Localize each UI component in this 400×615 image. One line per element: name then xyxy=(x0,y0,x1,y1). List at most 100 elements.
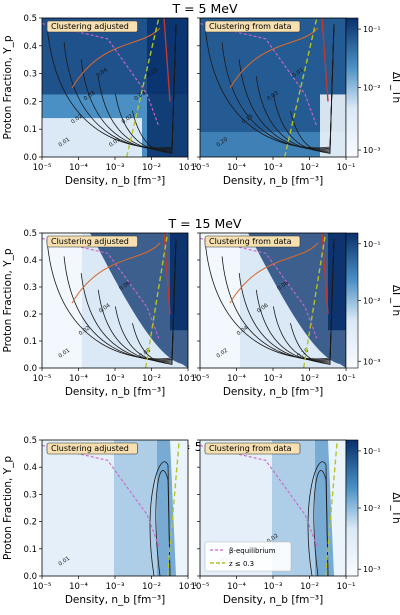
beta-equilibrium-line xyxy=(200,23,318,127)
z-cut-line xyxy=(302,233,327,368)
contour-label: 0.02 xyxy=(266,533,279,545)
colorbar-label: ΔΓ_Th xyxy=(390,72,400,103)
beta-equilibrium-line xyxy=(200,237,318,339)
contour-line xyxy=(132,23,177,155)
contour-line xyxy=(155,470,171,576)
contour-line xyxy=(221,238,335,361)
x-tick-label: 10⁻⁵ xyxy=(33,163,52,173)
x-tick-label: 10⁻⁵ xyxy=(191,374,210,384)
contour-label: 0.02 xyxy=(216,348,229,360)
y-tick-label: 0.5 xyxy=(23,436,37,446)
panel-1-1: 0.010.020.030.040.010.020.030.05Clusteri… xyxy=(2,14,197,187)
contour-line xyxy=(114,23,177,153)
y-tick-label: 0.1 xyxy=(23,337,37,347)
contour-line-max xyxy=(321,18,329,102)
contour-label: 0.01 xyxy=(58,137,71,149)
colorbar-tick-label: 10⁻² xyxy=(363,84,381,93)
colorbar-tick-label: 10⁻¹ xyxy=(363,25,381,34)
beta-equilibrium-line xyxy=(42,23,160,127)
x-tick-label: 10⁻³ xyxy=(264,582,283,592)
x-tick-label: 10⁻² xyxy=(300,163,319,173)
contour-line xyxy=(114,238,177,364)
contour-label: 0.01 xyxy=(58,556,71,568)
contour-line-high xyxy=(229,27,319,89)
x-tick-label: 10⁻³ xyxy=(106,582,125,592)
colorbar-tick-label: 10⁻¹ xyxy=(363,240,381,249)
y-tick-label: 0.5 xyxy=(23,14,37,24)
contour-line xyxy=(132,238,177,366)
y-axis-label: Proton Fraction, Y_p xyxy=(2,35,14,139)
x-tick-label: 10⁻³ xyxy=(264,163,283,173)
contour-label: 0.01 xyxy=(58,348,71,360)
x-tick-label: 10⁻⁴ xyxy=(69,582,88,592)
y-tick-label: 0.2 xyxy=(23,310,37,320)
x-axis-label: Density, n_b [fm⁻³] xyxy=(223,386,323,398)
x-tick-label: 10⁻¹ xyxy=(179,163,198,173)
x-axis-label: Density, n_b [fm⁻³] xyxy=(223,175,323,187)
x-axis-label: Density, n_b [fm⁻³] xyxy=(65,594,165,606)
y-tick-label: 0.2 xyxy=(23,97,37,107)
x-tick-label: 10⁻⁴ xyxy=(69,163,88,173)
colorbar xyxy=(345,17,359,158)
contour-line xyxy=(80,23,177,151)
contour-line xyxy=(238,238,335,362)
panel-label: Clustering adjusted xyxy=(51,22,129,31)
legend: β-equilibrium z ≤ 0.3 xyxy=(204,541,292,572)
x-tick-label: 10⁻² xyxy=(142,374,161,384)
beta-equilibrium-line xyxy=(42,444,160,547)
x-tick-label: 10⁻² xyxy=(142,582,161,592)
contour-line xyxy=(255,23,335,152)
panel-label: Clustering from data xyxy=(209,237,292,246)
contour-line xyxy=(46,238,177,360)
y-axis-label: Proton Fraction, Y_p xyxy=(2,456,14,560)
legend-label: z ≤ 0.3 xyxy=(229,560,254,568)
colorbar-tick-label: 10⁻² xyxy=(363,297,381,306)
contour-line xyxy=(204,23,335,149)
contour-label: 0.02 xyxy=(78,325,91,337)
x-tick-label: 10⁻⁴ xyxy=(69,374,88,384)
x-tick-label: 10⁻³ xyxy=(106,163,125,173)
x-tick-label: 10⁻¹ xyxy=(179,582,198,592)
contour-line xyxy=(313,470,329,576)
x-tick-label: 10⁻³ xyxy=(106,374,125,384)
x-tick-label: 10⁻⁵ xyxy=(191,582,210,592)
contour-line xyxy=(272,23,335,153)
contour-line xyxy=(63,23,177,150)
contour-line-high xyxy=(229,242,319,304)
legend-box xyxy=(204,541,292,572)
x-tick-label: 10⁻¹ xyxy=(337,374,356,384)
contour-line xyxy=(149,461,171,576)
y-tick-label: 0.2 xyxy=(23,518,37,528)
x-tick-label: 10⁻⁴ xyxy=(227,582,246,592)
contour-line xyxy=(255,238,335,363)
contour-line xyxy=(238,23,335,151)
panel-label-box xyxy=(204,20,301,33)
colorbar xyxy=(345,232,359,369)
colorbar-tick-label: 10⁻³ xyxy=(363,146,381,155)
contour-line-high xyxy=(71,242,161,304)
x-tick-label: 10⁻¹ xyxy=(337,163,356,173)
x-tick-label: 10⁻¹ xyxy=(179,374,198,384)
y-tick-label: 0.4 xyxy=(23,42,37,52)
contour-line xyxy=(307,461,329,576)
colorbar-tick-label: 10⁻¹ xyxy=(363,447,381,456)
chart-title: T = 15 MeV xyxy=(168,216,242,231)
contour-label: 0.01 xyxy=(291,67,304,79)
panel-label: Clustering from data xyxy=(209,444,292,453)
x-tick-label: 10⁻³ xyxy=(264,374,283,384)
colorbar-tick-label: 10⁻³ xyxy=(363,565,381,574)
y-axis-label: Proton Fraction, Y_p xyxy=(2,248,14,352)
beta-equilibrium-line xyxy=(42,237,160,339)
contour-line xyxy=(97,238,177,363)
x-tick-label: 10⁻⁵ xyxy=(33,582,52,592)
x-tick-label: 10⁻¹ xyxy=(337,582,356,592)
colorbar-label: ΔΓ_Th xyxy=(390,285,400,316)
y-tick-label: 0.0 xyxy=(23,364,37,374)
y-tick-label: 0.3 xyxy=(23,283,37,293)
panel-3-1: 0.01 Clustering adjusted 10⁻⁵ 10⁻⁴ 10⁻³ 10⁻² 1… xyxy=(2,436,197,606)
x-tick-label: 10⁻² xyxy=(142,163,161,173)
